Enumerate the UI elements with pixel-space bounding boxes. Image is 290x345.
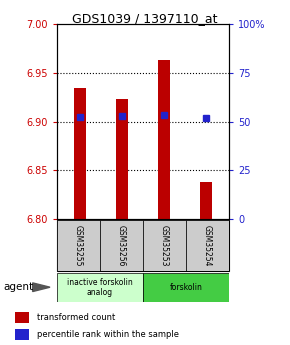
Bar — [200, 182, 212, 219]
Polygon shape — [32, 283, 50, 292]
Bar — [100, 220, 143, 271]
Bar — [143, 273, 229, 302]
Text: forskolin: forskolin — [170, 283, 202, 292]
Text: percentile rank within the sample: percentile rank within the sample — [37, 330, 179, 339]
Bar — [116, 99, 128, 219]
Text: GDS1039 / 1397110_at: GDS1039 / 1397110_at — [72, 12, 218, 25]
Bar — [158, 60, 170, 219]
Text: GSM35254: GSM35254 — [203, 225, 212, 266]
Text: transformed count: transformed count — [37, 313, 115, 322]
Bar — [14, 329, 29, 340]
Text: GSM35256: GSM35256 — [117, 225, 126, 266]
Text: GSM35253: GSM35253 — [160, 225, 169, 266]
Bar — [57, 273, 143, 302]
Bar — [74, 88, 86, 219]
Text: agent: agent — [3, 282, 33, 292]
Bar — [186, 220, 229, 271]
Text: GSM35255: GSM35255 — [74, 225, 83, 266]
Bar — [143, 220, 186, 271]
Text: inactive forskolin
analog: inactive forskolin analog — [67, 277, 133, 297]
Bar — [57, 220, 100, 271]
Bar — [14, 312, 29, 323]
